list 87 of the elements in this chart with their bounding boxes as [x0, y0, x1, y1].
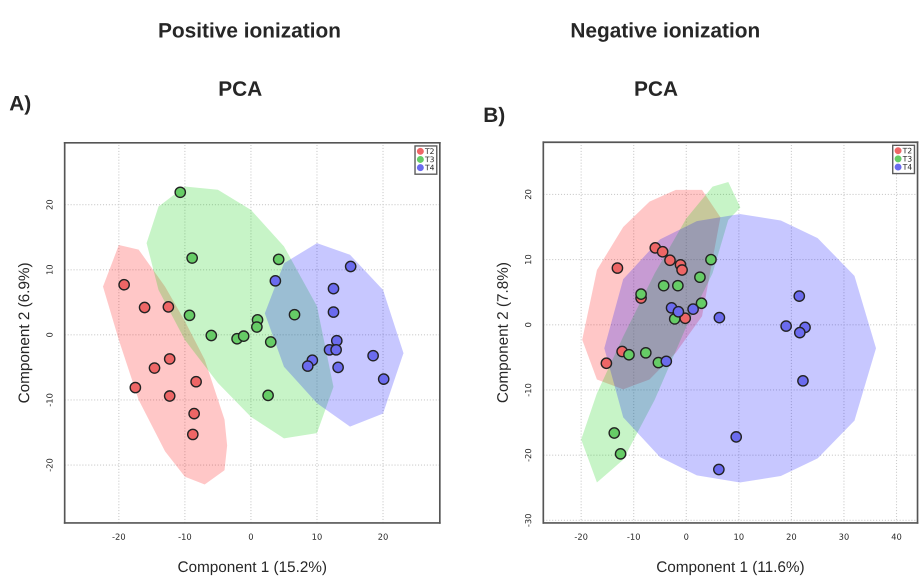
point: [687, 303, 699, 315]
point: [328, 282, 340, 294]
point: [367, 350, 379, 362]
chart-subtitle: PCA: [635, 81, 678, 96]
x-tick-label: -20: [574, 534, 588, 540]
chart-title: Positive ionization: [159, 22, 340, 38]
point: [148, 362, 160, 374]
y-tick-label: -20: [46, 458, 53, 472]
point: [288, 308, 300, 321]
point: [174, 186, 186, 198]
x-tick-label: 10: [734, 534, 744, 540]
y-axis-title: Component 2 (6.9%): [18, 263, 32, 403]
chart-title: Negative ionization: [572, 22, 759, 42]
x-tick-label: 20: [786, 534, 796, 540]
point: [130, 382, 142, 394]
point: [164, 390, 176, 402]
point: [264, 336, 277, 348]
x-axis-title: Component 1 (15.2%): [178, 560, 326, 576]
point: [794, 326, 806, 338]
point: [623, 348, 635, 361]
point: [714, 312, 726, 324]
y-tick-label: 10: [46, 265, 53, 274]
point: [780, 320, 792, 332]
point: [205, 330, 218, 342]
y-tick-label: -30: [524, 514, 532, 527]
point: [270, 274, 282, 287]
point: [676, 264, 688, 276]
point: [656, 246, 668, 258]
point: [238, 330, 250, 342]
point: [797, 374, 809, 387]
point: [164, 353, 176, 365]
point: [664, 254, 676, 266]
point: [635, 288, 647, 300]
point: [713, 464, 725, 476]
point: [138, 302, 150, 314]
y-tick-label: 20: [524, 190, 532, 200]
point: [344, 260, 357, 272]
y-axis-title: Component 2 (7.8%): [496, 263, 511, 402]
point: [730, 431, 742, 443]
point: [186, 428, 199, 440]
chart-subtitle: PCA: [220, 81, 262, 96]
x-tick-label: -20: [112, 534, 126, 540]
point: [328, 306, 340, 318]
point: [186, 252, 198, 264]
point: [660, 355, 672, 368]
y-tick-label: 0: [46, 332, 53, 337]
x-tick-label: 0: [248, 534, 254, 540]
y-tick-label: 20: [46, 200, 53, 210]
x-tick-label: 0: [684, 534, 688, 540]
x-tick-label: 30: [839, 534, 849, 540]
y-tick-label: -20: [524, 448, 532, 462]
point: [614, 448, 626, 460]
point: [262, 390, 274, 402]
y-tick-label: 10: [524, 254, 532, 264]
y-tick-label: -10: [46, 394, 53, 406]
point: [608, 427, 620, 439]
x-tick-label: -10: [627, 534, 640, 540]
point: [184, 309, 196, 322]
point: [793, 290, 806, 302]
x-tick-label: 20: [378, 534, 388, 540]
point: [672, 306, 684, 318]
x-tick-label: 40: [892, 534, 902, 540]
point: [118, 278, 130, 291]
point: [162, 301, 174, 313]
y-tick-label: 0: [524, 322, 532, 327]
text: A): [10, 95, 30, 115]
point: [696, 297, 708, 310]
point: [272, 254, 285, 266]
point: [672, 280, 684, 292]
point: [600, 357, 612, 370]
point: [658, 280, 670, 292]
point: [378, 373, 390, 385]
point: [302, 360, 314, 372]
x-tick-label: -10: [178, 534, 192, 540]
point: [612, 262, 624, 274]
y-tick-label: -10: [524, 384, 532, 396]
point: [332, 362, 344, 374]
point: [330, 344, 342, 356]
point: [251, 321, 263, 333]
x-tick-label: 10: [312, 534, 322, 540]
point: [640, 346, 652, 359]
point: [190, 376, 202, 388]
x-axis-title: Component 1 (11.6%): [657, 560, 804, 576]
text: B): [484, 106, 504, 126]
point: [188, 408, 200, 420]
point: [705, 254, 717, 266]
point: [694, 271, 706, 284]
